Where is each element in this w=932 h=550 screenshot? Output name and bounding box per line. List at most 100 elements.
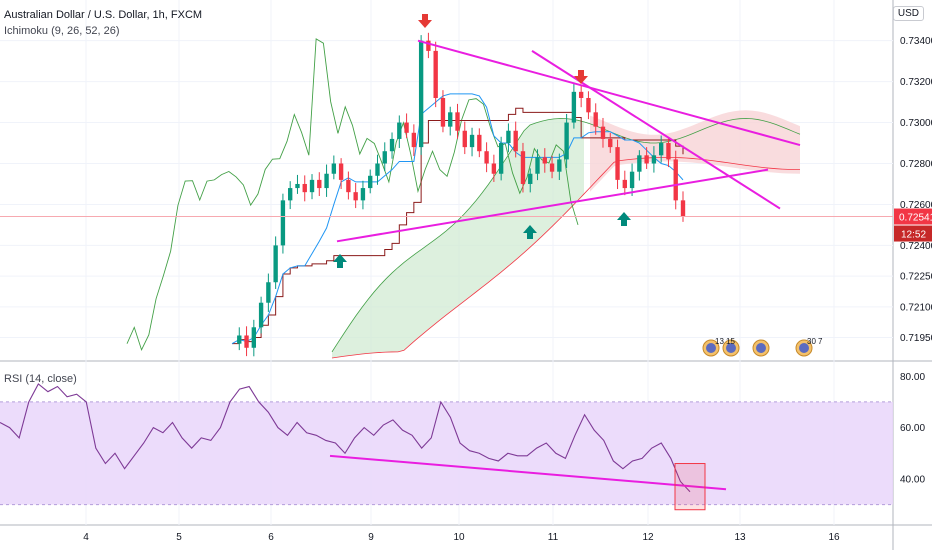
down-arrow-marker	[418, 14, 432, 28]
countdown-text: 12:52	[901, 230, 926, 241]
candle-body	[506, 130, 511, 144]
candle-body	[498, 143, 504, 174]
rsi-legend[interactable]: RSI (14, close)	[4, 373, 77, 385]
candle-body	[491, 163, 497, 174]
candle-body	[353, 192, 358, 201]
senkou-span-a	[331, 118, 801, 353]
event-icon-us-3-inner	[799, 343, 809, 353]
candle-body	[338, 163, 344, 180]
last-price-badge	[894, 208, 932, 225]
up-arrow-marker	[523, 225, 537, 239]
candle-body	[302, 183, 307, 193]
upper-trendline	[417, 39, 801, 147]
candle-body	[397, 122, 402, 139]
rsi-trendline	[329, 454, 727, 491]
candle-body	[324, 173, 329, 189]
event-count: 30	[807, 337, 816, 346]
rsi-tick-label: 80.00	[900, 372, 925, 383]
ichimoku-legend[interactable]: Ichimoku (9, 26, 52, 26)	[4, 25, 120, 37]
x-tick-label: 5	[176, 532, 182, 543]
y-tick-label: 0.71950	[900, 333, 932, 344]
cloud-bullish	[332, 118, 584, 358]
event-icon-us-inner	[706, 343, 716, 353]
event-count: 13	[715, 337, 724, 346]
candle-body	[309, 179, 315, 193]
candle-body	[251, 327, 257, 348]
currency-badge[interactable]: USD	[892, 6, 924, 21]
candle-body	[622, 179, 627, 189]
down-arrow-marker	[574, 70, 588, 84]
up-arrow-marker	[617, 212, 631, 226]
candle-body	[542, 157, 547, 164]
candle-body	[528, 173, 533, 184]
rsi-band	[0, 401, 893, 505]
symbol-title[interactable]: Australian Dollar / U.S. Dollar, 1h, FXC…	[4, 9, 203, 21]
candle-body	[280, 200, 286, 246]
candle-body	[346, 179, 351, 193]
x-tick-label: 13	[734, 532, 746, 543]
candle-body	[382, 151, 387, 164]
candle-body	[418, 40, 424, 148]
senkou-span-b	[331, 156, 801, 359]
candle-body	[469, 134, 475, 148]
candle-body	[288, 188, 293, 201]
x-tick-label: 9	[368, 532, 374, 543]
candle-body	[411, 132, 417, 148]
candle-body	[600, 126, 606, 139]
lower-trendline	[336, 168, 769, 243]
last-price-text: 0.72541	[899, 213, 932, 224]
x-tick-label: 4	[83, 532, 89, 543]
candle-body	[666, 143, 671, 160]
candle-body	[237, 335, 242, 344]
event-count: 7	[818, 337, 823, 346]
candle-body	[317, 179, 322, 189]
candle-body	[455, 112, 460, 131]
event-icon-au-inner	[756, 343, 766, 353]
candle-body	[389, 138, 395, 152]
candle-body	[331, 163, 337, 174]
candle-body	[571, 91, 577, 123]
candle-body	[433, 50, 438, 98]
rsi-tick-label: 60.00	[900, 423, 925, 434]
countdown-badge	[894, 225, 932, 242]
candle-body	[295, 183, 300, 189]
candle-body	[448, 112, 453, 127]
rsi-line	[0, 383, 691, 493]
candle-body	[557, 159, 562, 172]
candle-body	[608, 138, 613, 148]
event-count: 15	[726, 337, 735, 346]
x-tick-label: 10	[453, 532, 465, 543]
candle-body	[549, 163, 555, 172]
candle-body	[426, 40, 431, 51]
candle-body	[629, 171, 635, 189]
candle-body	[673, 159, 678, 201]
candle-body	[404, 122, 409, 133]
candle-body	[477, 134, 482, 152]
candle-body	[368, 175, 373, 189]
candle-body	[535, 157, 540, 174]
candle-body	[462, 130, 467, 148]
candle-body	[637, 155, 642, 172]
candle-body	[520, 151, 526, 184]
rsi-highlight-box	[674, 463, 706, 511]
candle-body	[513, 130, 518, 152]
kijun-sen	[232, 107, 684, 345]
rsi-tick-label: 40.00	[900, 474, 925, 485]
candle-body	[564, 122, 569, 160]
candle-body	[658, 143, 664, 156]
x-tick-label: 11	[548, 532, 559, 543]
x-tick-label: 6	[268, 532, 274, 543]
candle-body	[644, 155, 649, 164]
candle-body	[273, 245, 278, 283]
x-tick-label: 16	[828, 532, 840, 543]
candle-body	[266, 282, 271, 303]
candle-body	[593, 112, 598, 127]
candle-body	[484, 151, 489, 164]
candle-body	[375, 163, 380, 176]
